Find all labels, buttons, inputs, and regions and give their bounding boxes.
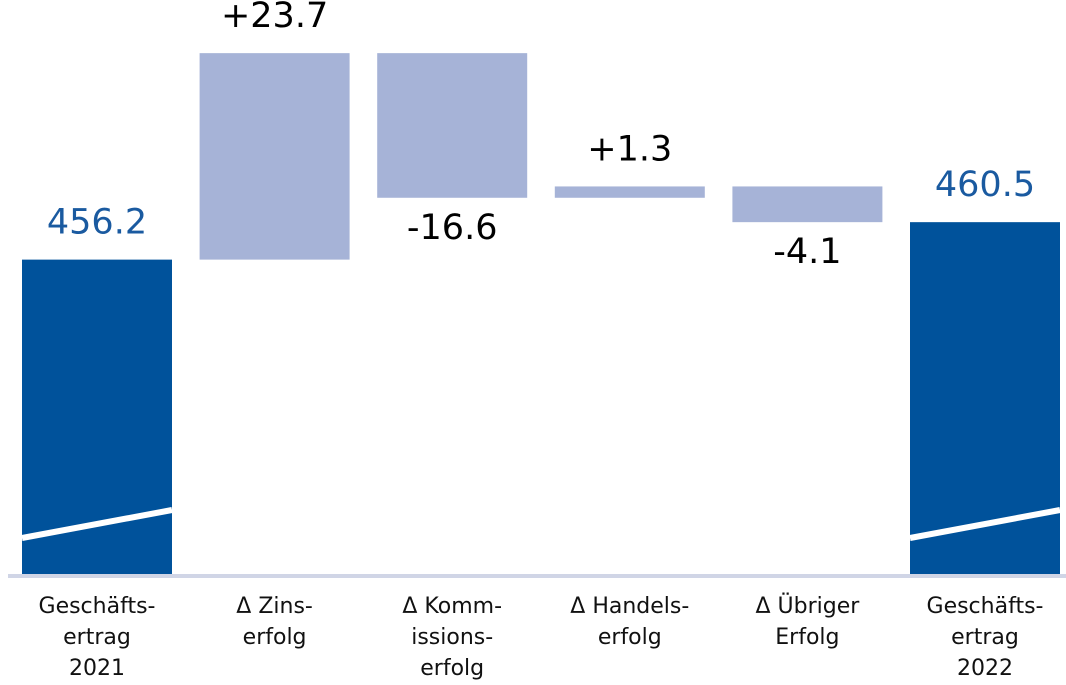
value-label: -4.1 (773, 232, 841, 272)
value-label: -16.6 (407, 208, 498, 248)
delta-bar (377, 53, 528, 198)
delta-bar (554, 186, 705, 198)
axis-break (21, 507, 173, 541)
delta-bar (199, 53, 350, 260)
x-tick-label: Δ Handels- (570, 594, 689, 619)
value-label: 456.2 (47, 203, 147, 243)
total-bar (22, 259, 172, 575)
x-tick-label: ertrag (951, 625, 1019, 650)
x-tick-label: Δ Übriger (755, 593, 860, 619)
x-tick-label: erfolg (420, 656, 484, 681)
x-tick-label: 2021 (69, 656, 125, 681)
x-tick-label: ertrag (63, 625, 131, 650)
x-tick-label: Erfolg (775, 625, 839, 650)
delta-bar (732, 186, 883, 223)
x-tick-label: erfolg (243, 625, 307, 650)
x-tick-label: Δ Zins- (236, 594, 313, 619)
x-tick-label: issions- (411, 625, 493, 650)
x-tick-label: Δ Komm- (402, 594, 502, 619)
x-tick-label: Geschäfts- (927, 594, 1044, 619)
x-tick-label: Geschäfts- (39, 594, 156, 619)
value-label: 460.5 (935, 165, 1035, 205)
value-label: +23.7 (221, 0, 328, 36)
value-label: +1.3 (587, 129, 672, 169)
x-tick-label: erfolg (598, 625, 662, 650)
axis-break (909, 507, 1061, 541)
x-tick-label: 2022 (957, 656, 1013, 681)
